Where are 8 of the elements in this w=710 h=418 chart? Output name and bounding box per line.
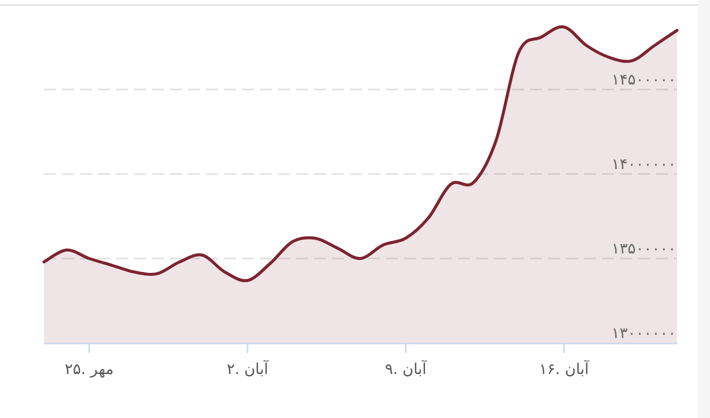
x-tick-label: ۱۶. آبان xyxy=(539,359,590,378)
y-tick-label: ۱۴۰۰۰۰۰۰ xyxy=(612,155,676,173)
y-tick-label: ۱۳۰۰۰۰۰۰ xyxy=(612,324,676,342)
x-tick-label: ۲. آبان xyxy=(226,359,270,378)
y-tick-label: ۱۴۵۰۰۰۰۰ xyxy=(612,70,676,88)
x-tick-label: ۹. آبان xyxy=(384,359,428,378)
x-tick-label: ۲۵. مهر xyxy=(64,360,114,378)
y-tick-label: ۱۳۵۰۰۰۰۰ xyxy=(612,240,676,258)
